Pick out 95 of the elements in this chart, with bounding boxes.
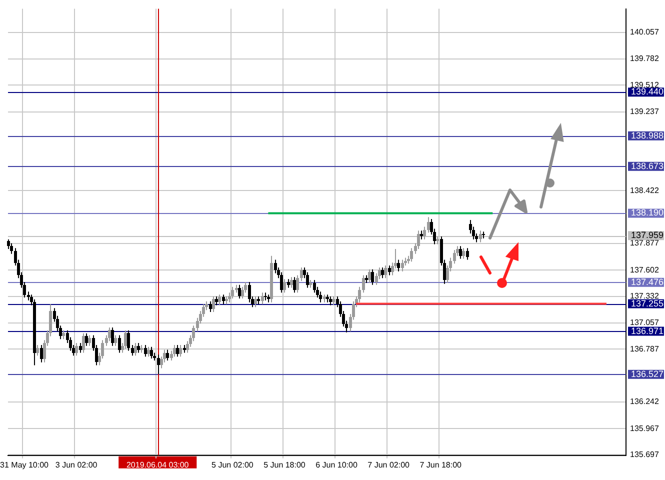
candlestick bbox=[179, 344, 182, 358]
ref-line-label: 137.476 bbox=[631, 276, 664, 287]
candlestick bbox=[248, 281, 251, 303]
candlestick bbox=[410, 248, 413, 262]
candlestick bbox=[131, 344, 134, 356]
candlestick bbox=[264, 292, 267, 301]
x-tick-label: 6 Jun 10:00 bbox=[316, 460, 358, 470]
candlestick bbox=[417, 230, 420, 250]
y-tick-label: 136.242 bbox=[630, 397, 660, 406]
candlestick bbox=[147, 346, 150, 358]
candlestick bbox=[423, 226, 426, 240]
ref-line-label: 136.527 bbox=[631, 368, 664, 379]
candlestick bbox=[283, 278, 286, 294]
candlestick bbox=[362, 274, 365, 294]
ref-line-label: 139.440 bbox=[631, 86, 664, 97]
y-tick-label: 138.422 bbox=[630, 186, 660, 195]
candlestick bbox=[7, 238, 10, 250]
candlestick bbox=[82, 332, 85, 354]
candlestick bbox=[466, 248, 469, 260]
candlestick bbox=[280, 272, 283, 294]
candlestick bbox=[453, 250, 456, 264]
y-tick-label: 137.877 bbox=[630, 238, 660, 248]
ref-line-label: 138.190 bbox=[631, 208, 664, 218]
candlestick bbox=[290, 276, 293, 288]
candlestick bbox=[254, 296, 257, 308]
candlestick bbox=[306, 272, 309, 288]
candlestick bbox=[261, 292, 264, 305]
candlestick bbox=[368, 268, 371, 284]
candlestick bbox=[293, 276, 296, 294]
x-tick-label: 5 Jun 02:00 bbox=[212, 460, 254, 470]
candlestick bbox=[462, 248, 465, 260]
y-tick-label: 137.332 bbox=[630, 292, 660, 301]
x-tick-label: 2019.06.04 03:00 bbox=[126, 460, 190, 470]
candlestick bbox=[222, 294, 225, 305]
candlestick bbox=[137, 342, 140, 354]
candlestick bbox=[88, 334, 91, 346]
x-tick-label: 5 Jun 18:00 bbox=[264, 460, 306, 470]
y-tick-label: 139.782 bbox=[630, 54, 660, 64]
candlestick bbox=[209, 300, 212, 313]
y-tick-label: 140.057 bbox=[630, 28, 660, 37]
y-tick-label: 139.512 bbox=[630, 80, 660, 90]
candlestick bbox=[212, 296, 215, 313]
candlestick bbox=[401, 259, 404, 272]
candlestick bbox=[79, 342, 82, 354]
y-tick-label: 135.697 bbox=[630, 450, 660, 459]
candlestick bbox=[381, 266, 384, 279]
y-tick-label: 137.602 bbox=[630, 265, 660, 274]
candlestick bbox=[296, 274, 299, 294]
candlestick bbox=[371, 268, 374, 286]
candlestick bbox=[124, 330, 127, 350]
ref-line-label: 138.673 bbox=[631, 160, 664, 171]
x-tick-label: 7 Jun 18:00 bbox=[420, 460, 462, 470]
candlestick bbox=[241, 286, 244, 299]
candlestick bbox=[108, 327, 111, 342]
candlestick bbox=[397, 259, 400, 272]
candlestick bbox=[319, 291, 322, 303]
candlestick bbox=[166, 349, 169, 361]
candlestick bbox=[313, 280, 316, 294]
candlestick bbox=[479, 230, 482, 243]
candlestick bbox=[231, 286, 234, 299]
candlestick bbox=[111, 327, 114, 346]
candlestick bbox=[176, 344, 179, 358]
y-tick-label: 136.787 bbox=[630, 344, 660, 354]
candlestick bbox=[218, 294, 221, 306]
candlestick bbox=[358, 286, 361, 303]
candlestick bbox=[427, 216, 430, 234]
ref-line-label: 136.971 bbox=[631, 326, 664, 336]
candlestick bbox=[173, 344, 176, 358]
candlestick bbox=[114, 334, 117, 346]
ref-line-label: 137.959 bbox=[631, 230, 664, 240]
candlestick bbox=[10, 242, 13, 254]
candlestick bbox=[40, 344, 43, 363]
ref-line-label: 138.988 bbox=[631, 130, 664, 140]
y-tick-label: 139.237 bbox=[630, 106, 660, 116]
candlestick bbox=[150, 346, 153, 360]
candlestick bbox=[127, 330, 130, 352]
candlestick bbox=[134, 342, 137, 356]
candlestick bbox=[118, 334, 121, 354]
candlestick bbox=[274, 259, 277, 274]
candlestick bbox=[238, 284, 241, 299]
x-tick-label: 7 Jun 02:00 bbox=[368, 460, 410, 470]
candlestick bbox=[459, 246, 462, 260]
candlestick bbox=[384, 265, 387, 279]
candlestick bbox=[36, 344, 39, 356]
ref-line-label: 137.255 bbox=[631, 298, 664, 308]
candlestick bbox=[75, 342, 78, 356]
candlestick bbox=[157, 354, 160, 375]
y-tick-label: 137.057 bbox=[630, 318, 660, 328]
candlestick bbox=[300, 266, 303, 282]
x-tick-label: 3 Jun 02:00 bbox=[55, 460, 98, 470]
candlestick bbox=[144, 344, 147, 358]
candlestick bbox=[85, 332, 88, 346]
x-tick-label: 31 May 10:00 bbox=[0, 460, 50, 470]
candlestick bbox=[388, 265, 391, 276]
y-tick-label: 135.967 bbox=[630, 424, 660, 433]
